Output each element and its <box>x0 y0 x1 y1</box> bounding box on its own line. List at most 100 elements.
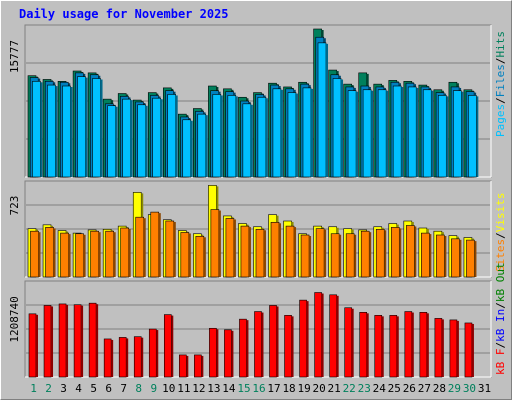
bar-kb-f-kbf-26-side <box>411 312 414 377</box>
bar-visits-sites-sites-1 <box>30 230 41 278</box>
bar-hits-files-pages-pages-20-face <box>317 42 327 178</box>
bar-hits-files-pages-pages-13-face <box>212 94 222 178</box>
legend-entry: Files <box>494 64 507 97</box>
chart-title: Daily usage for November 2025 <box>19 7 229 21</box>
bar-kb-f-kbf-7 <box>118 337 129 378</box>
bar-kb-f-kbf-27-side <box>426 313 429 377</box>
bar-visits-sites-sites-7-side <box>128 229 131 277</box>
bar-kb-f-kbf-9 <box>148 328 159 378</box>
bar-kb-f-kbf-7-side <box>126 338 129 377</box>
bar-visits-sites-sites-28-face <box>436 234 445 278</box>
bar-hits-files-pages-pages-23 <box>362 89 374 178</box>
bar-hits-files-pages-pages-8 <box>137 104 148 178</box>
bar-kb-f-kbf-18-side <box>291 316 294 377</box>
bar-hits-files-pages-pages-25-side <box>401 87 404 177</box>
bar-kb-f-kbf-22-face <box>344 307 352 378</box>
bar-hits-files-pages-pages-4-side <box>85 77 88 177</box>
bar-visits-sites-sites-20-side <box>324 229 327 277</box>
bar-hits-files-pages-pages-13-side <box>220 95 223 177</box>
bar-hits-files-pages-pages-12-side <box>205 115 208 177</box>
bar-visits-sites-sites-27 <box>421 232 432 278</box>
bar-kb-f-kbf-14-face <box>224 329 232 378</box>
bar-visits-sites-sites-2-side <box>53 228 56 277</box>
bar-hits-files-pages-pages-1-face <box>32 81 41 178</box>
xtick-label-23: 23 <box>358 382 371 395</box>
bar-kb-f-kbf-15-side <box>246 320 249 377</box>
bar-hits-files-pages-pages-14-face <box>227 95 237 178</box>
bar-visits-sites-sites-11-face <box>180 232 190 278</box>
xtick-label-25: 25 <box>388 382 401 395</box>
bar-visits-sites-sites-25 <box>390 227 402 278</box>
bar-kb-f-kbf-27 <box>419 312 429 378</box>
bar-visits-sites-sites-2 <box>45 227 56 278</box>
bar-visits-sites-sites-30-face <box>466 239 475 278</box>
bar-kb-f-kbf-4-side <box>81 305 84 377</box>
bar-visits-sites-sites-19-face <box>300 234 310 278</box>
bar-kb-f-kbf-21-side <box>336 295 339 377</box>
bar-kb-f-kbf-19-face <box>299 299 307 378</box>
bar-kb-f-kbf-22 <box>344 307 354 378</box>
xtick-label-4: 4 <box>75 382 82 395</box>
ytick-label-kb-f: 1208740 <box>8 296 21 342</box>
xtick-label-28: 28 <box>433 382 446 395</box>
bar-kb-f-kbf-23-side <box>366 313 369 377</box>
bar-kb-f-kbf-11-side <box>186 355 189 377</box>
xtick-label-19: 19 <box>297 382 310 395</box>
bar-hits-files-pages-pages-3-side <box>70 87 73 177</box>
bar-visits-sites-sites-13-side <box>218 210 221 277</box>
bar-kb-f-kbf-17 <box>269 305 279 378</box>
xtick-label-1: 1 <box>30 382 37 395</box>
bar-hits-files-pages-pages-26-side <box>416 87 419 177</box>
bar-visits-sites-sites-5-side <box>98 232 101 277</box>
bar-kb-f-kbf-19 <box>299 299 309 378</box>
bar-visits-sites-sites-28 <box>436 234 447 278</box>
bar-hits-files-pages-pages-10-side <box>175 95 178 177</box>
bar-kb-f-kbf-25-face <box>389 315 398 378</box>
xtick-label-29: 29 <box>448 382 461 395</box>
ytick-label-hits-files-pages: 15777 <box>8 40 21 73</box>
bar-kb-f-kbf-5-side <box>96 304 99 377</box>
bar-hits-files-pages-pages-1-side <box>40 82 43 177</box>
bar-visits-sites-sites-29-side <box>459 239 462 277</box>
bar-kb-f-kbf-9-face <box>148 328 157 378</box>
bar-hits-files-pages-pages-3-face <box>62 85 71 178</box>
bar-kb-f-kbf-29 <box>449 319 459 378</box>
legend-entry: kB F <box>494 349 507 376</box>
bar-hits-files-pages-pages-22-face <box>347 90 357 178</box>
bar-hits-files-pages-pages-21 <box>332 78 344 178</box>
bar-kb-f-kbf-17-side <box>276 306 279 377</box>
bar-hits-files-pages-pages-17-side <box>280 89 283 177</box>
legend-entry: Visits <box>494 193 507 233</box>
bar-visits-sites-sites-18-side <box>294 227 297 277</box>
bar-hits-files-pages-pages-23-face <box>362 89 372 178</box>
bar-hits-files-pages-pages-11 <box>182 119 193 178</box>
bar-visits-sites-sites-15-face <box>240 225 250 278</box>
legend-visits-sites: Sites/Visits <box>494 193 507 273</box>
bar-kb-f-kbf-10-side <box>171 315 174 377</box>
bar-kb-f-kbf-21 <box>329 294 339 378</box>
legend-entry: kB Out <box>494 262 507 302</box>
xtick-label-30: 30 <box>463 382 476 395</box>
bar-visits-sites-sites-24-side <box>384 230 387 277</box>
bar-hits-files-pages-pages-7-side <box>130 100 133 177</box>
bar-hits-files-pages-pages-6-side <box>115 106 118 177</box>
bar-hits-files-pages-pages-27 <box>422 89 434 178</box>
bar-kb-f-kbf-6-face <box>103 338 112 378</box>
bar-visits-sites-sites-10-side <box>173 222 176 277</box>
bar-kb-f-kbf-7-face <box>118 337 127 378</box>
bar-kb-f-kbf-25-side <box>396 316 399 377</box>
bar-hits-files-pages-pages-4-face <box>77 76 86 178</box>
bar-kb-f-kbf-13-side <box>216 329 219 377</box>
bar-visits-sites-sites-3-face <box>60 232 69 278</box>
bar-visits-sites-sites-8-face <box>135 216 145 278</box>
bar-hits-files-pages-pages-18 <box>287 92 298 178</box>
xtick-label-2: 2 <box>45 382 52 395</box>
bar-visits-sites-sites-27-face <box>421 232 430 278</box>
bar-kb-f-kbf-29-face <box>449 319 458 378</box>
bar-visits-sites-sites-12-side <box>203 237 206 277</box>
xtick-label-14: 14 <box>222 382 236 395</box>
bar-hits-files-pages-pages-24-side <box>386 90 389 177</box>
bar-hits-files-pages-pages-12-face <box>197 113 207 178</box>
xtick-label-24: 24 <box>373 382 387 395</box>
